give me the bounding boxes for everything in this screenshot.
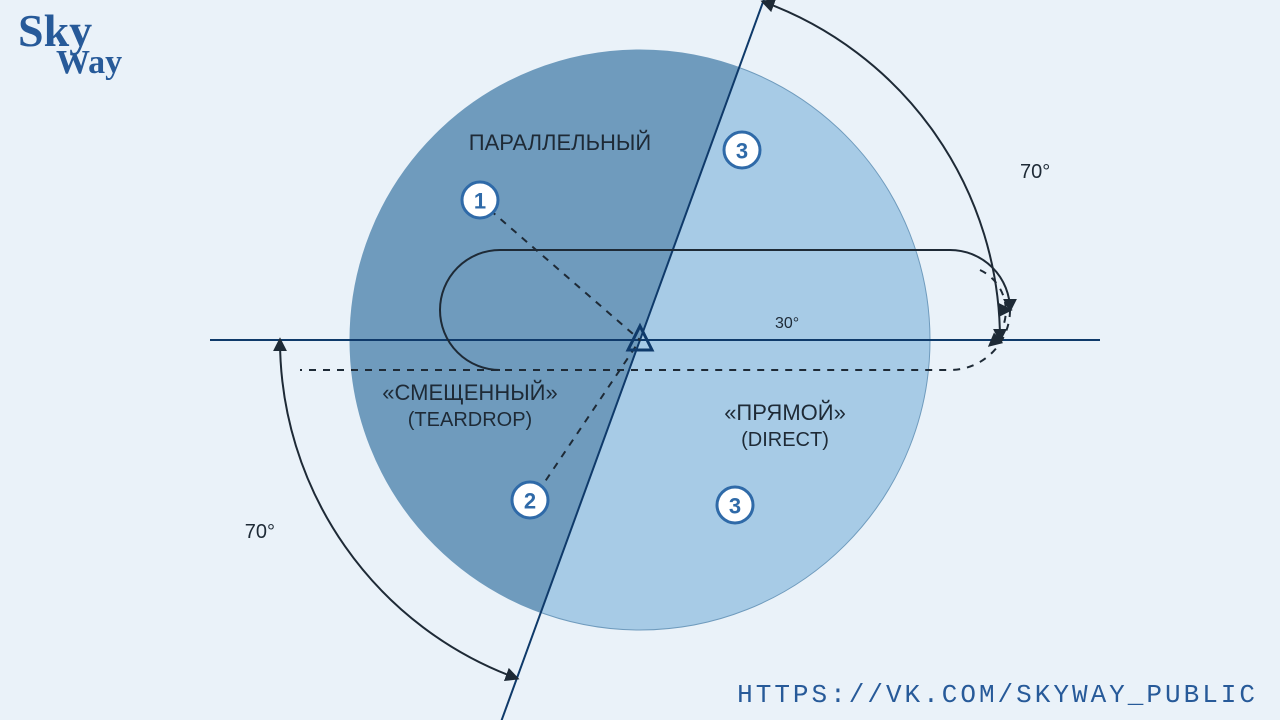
angle-label-top: 70° <box>1020 161 1050 183</box>
source-url: HTTPS://VK.COM/SKYWAY_PUBLIC <box>737 680 1258 710</box>
inner-angle-label: 30° <box>775 315 799 332</box>
logo: Sky Way <box>18 8 92 92</box>
sector-sub-3: (DIRECT) <box>741 429 829 451</box>
badge-num-2: 2 <box>524 489 536 514</box>
sector-title-3: «ПРЯМОЙ» <box>724 400 846 425</box>
badge-num-1: 1 <box>474 189 486 214</box>
sector-title-1: ПАРАЛЛЕЛЬНЫЙ <box>469 130 651 155</box>
badge-num-3: 3 <box>729 494 741 519</box>
sector-title-2: «СМЕЩЕННЫЙ» <box>382 380 557 405</box>
holding-pattern-diagram: 70° 70° 30° ПАРАЛЛЕЛЬНЫЙ 1 «СМЕЩЕННЫЙ» (TEARDR… <box>0 0 1280 720</box>
stage: Sky Way 70° 70° 30° ПАРАЛЛЕЛЬНЫЙ 1 «СМЕЩЕННЫЙ… <box>0 0 1280 720</box>
badge-num-3-extra: 3 <box>736 139 748 164</box>
angle-label-bottom: 70° <box>245 521 275 543</box>
logo-line2: Way <box>56 44 130 82</box>
sector-sub-2: (TEARDROP) <box>408 409 532 431</box>
